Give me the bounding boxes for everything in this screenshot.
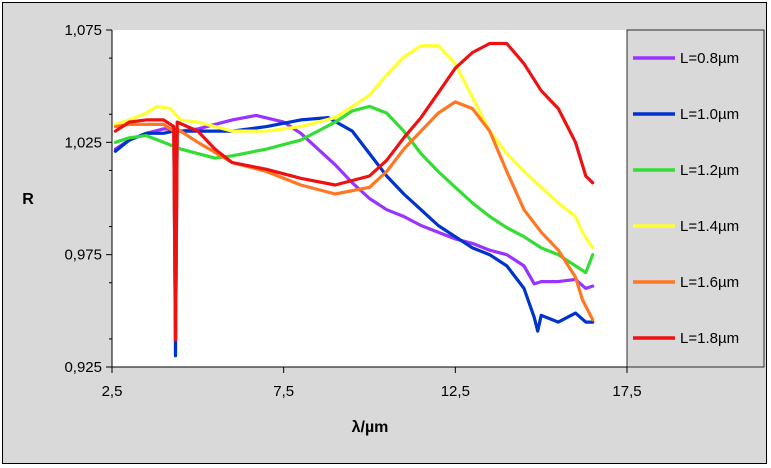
series-line-3 (113, 104, 595, 275)
legend-label-6: L=1.8µm (680, 330, 739, 347)
x-tick-label: 12,5 (441, 383, 470, 400)
series-layer (113, 41, 595, 358)
x-tick-label: 2,5 (102, 383, 123, 400)
x-axis-title: λ/µm (352, 419, 389, 436)
y-tick-label: 1,025 (64, 134, 102, 151)
x-tick-label: 7,5 (273, 383, 294, 400)
series-line-4 (113, 44, 595, 250)
legend (626, 29, 765, 368)
legend-label-5: L=1.6µm (680, 274, 739, 291)
legend-entries: L=0.8µm L=1.0µm L=1.2µm L=1.4µm L=1.6µm L=1.8… (633, 50, 739, 347)
y-tick-label: 1,075 (64, 22, 102, 39)
y-tick-label: 0,975 (64, 247, 102, 264)
x-tick-label: 17,5 (612, 383, 641, 400)
axes-layer: 0,925 0,975 1,025 1,075 2,5 7,5 12,5 17,5 (64, 22, 641, 400)
legend-label-4: L=1.4µm (680, 218, 739, 235)
legend-label-1: L=0.8µm (680, 50, 739, 67)
y-axis-title: R (22, 191, 34, 208)
legend-label-2: L=1.0µm (680, 106, 739, 123)
y-tick-label: 0,925 (64, 359, 102, 376)
series-line-6 (113, 41, 595, 342)
legend-label-3: L=1.2µm (680, 162, 739, 179)
